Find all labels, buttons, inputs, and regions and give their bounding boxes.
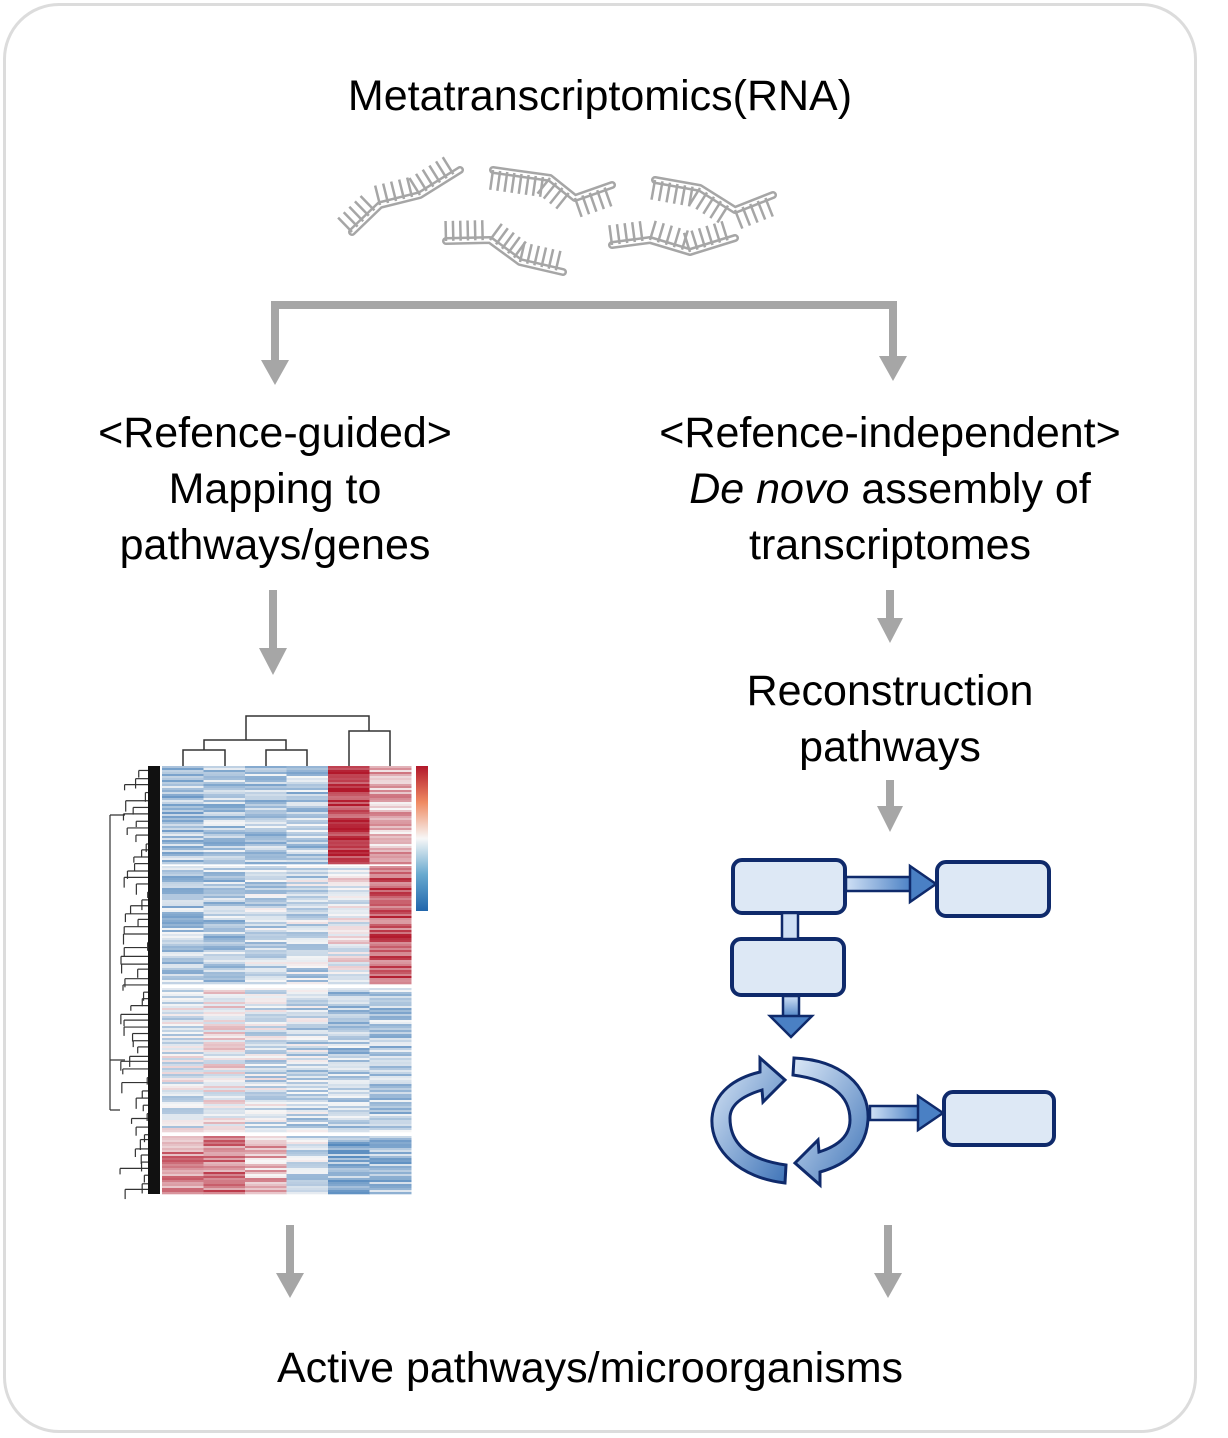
arrow-down-icon bbox=[879, 356, 907, 381]
flow-arrow-right-icon bbox=[844, 863, 939, 905]
flow-arrow-down-icon bbox=[766, 994, 816, 1039]
arrow-down-icon bbox=[276, 1273, 304, 1298]
arrow-down-icon bbox=[874, 1273, 902, 1298]
rna-strand-icon bbox=[488, 166, 616, 218]
arrow-down-icon bbox=[877, 806, 903, 832]
flow-connector bbox=[780, 911, 800, 941]
branch-text-rest: assembly of bbox=[849, 465, 1091, 513]
pathway-node bbox=[935, 860, 1051, 918]
heatmap-icon bbox=[109, 715, 428, 1200]
rna-strand-icon bbox=[608, 220, 739, 256]
arrow-down-icon bbox=[877, 618, 903, 643]
reference-guided-label: <Refence-guided> Mapping to pathways/gen… bbox=[20, 405, 530, 573]
branch-arrowheads bbox=[261, 356, 907, 385]
branch-heading: <Refence-independent> bbox=[659, 409, 1121, 457]
branch-text: transcriptomes bbox=[749, 521, 1031, 569]
flow-arrow-right-icon bbox=[868, 1093, 946, 1133]
pathway-node bbox=[731, 858, 847, 915]
branch-text: Mapping to bbox=[168, 465, 382, 513]
reference-independent-label: <Refence-independent> De novo assembly o… bbox=[610, 405, 1170, 573]
rna-strand-icon bbox=[337, 156, 777, 276]
color-scale-bar bbox=[416, 766, 428, 911]
recon-text: Reconstruction bbox=[746, 667, 1034, 715]
pathway-node bbox=[730, 937, 846, 997]
result-label: Active pathways/microorganisms bbox=[276, 1344, 904, 1392]
branch-text: pathways/genes bbox=[119, 521, 431, 569]
rna-strand-icon bbox=[337, 156, 464, 236]
branch-heading: <Refence-guided> bbox=[98, 409, 452, 457]
branch-connector bbox=[271, 301, 897, 362]
diagram-frame bbox=[3, 3, 1197, 1433]
arrow-down-icon bbox=[259, 648, 287, 675]
cycle-arrows-icon bbox=[710, 1054, 870, 1189]
arrow-down-icon bbox=[261, 360, 289, 385]
pathway-diagram-icon bbox=[710, 858, 1056, 1189]
italic-term: De novo bbox=[689, 465, 850, 513]
rna-strand-icon bbox=[650, 176, 777, 230]
recon-text: pathways bbox=[799, 723, 981, 771]
rna-strand-icon bbox=[442, 220, 567, 276]
branch-text: De novo assembly of bbox=[610, 461, 1170, 517]
pathway-node bbox=[942, 1090, 1056, 1147]
reconstruction-label: Reconstruction pathways bbox=[640, 663, 1140, 775]
row-dendrogram bbox=[109, 769, 149, 1200]
column-dendrogram bbox=[182, 715, 391, 766]
diagram-title: Metatranscriptomics(RNA) bbox=[347, 72, 853, 120]
